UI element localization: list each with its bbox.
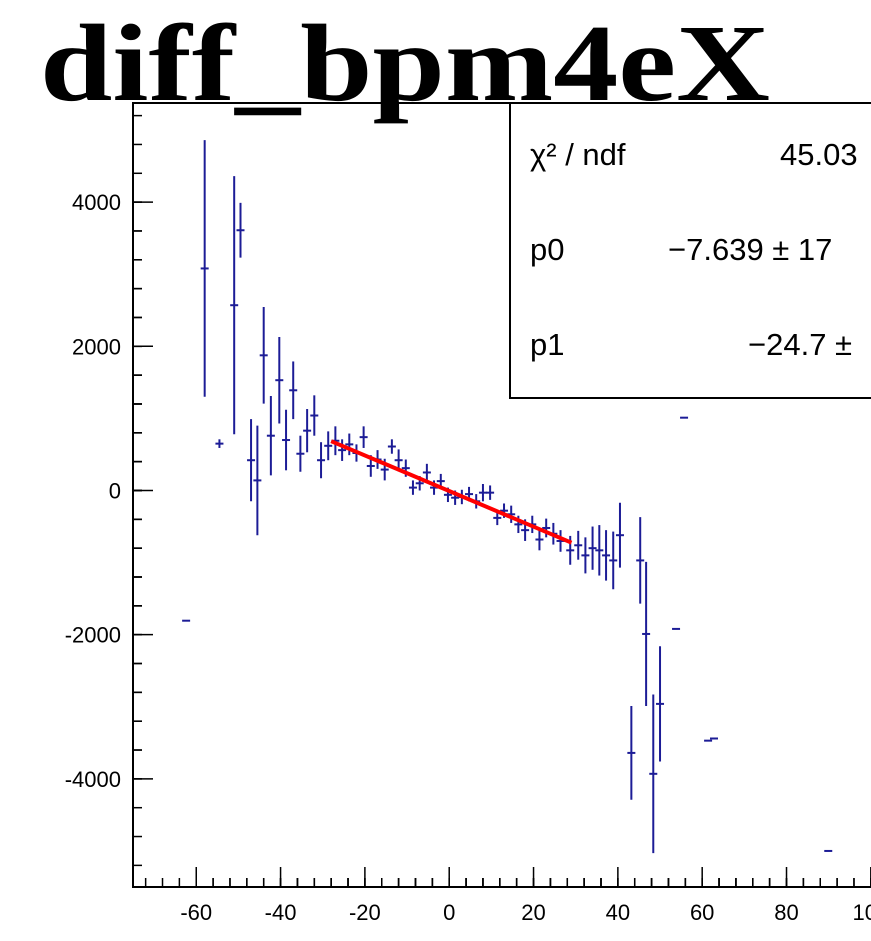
y-tick-label: -2000 [65,623,121,648]
chart-title: diff_bpm4eX [40,2,770,124]
x-tick-label: 80 [774,900,798,925]
x-tick-label: 60 [690,900,714,925]
x-tick-label: 0 [443,900,455,925]
stats-box [509,102,871,399]
x-tick-label: -60 [180,900,212,925]
stats-value: −7.639 ± 17 [668,232,832,267]
y-tick-label: 0 [109,478,121,503]
stats-label: p1 [530,327,564,362]
stats-value: 45.03 [780,137,858,172]
stats-label: χ² / ndf [530,137,626,172]
x-tick-label: -40 [265,900,297,925]
stats-value: −24.7 ± [748,327,852,362]
y-tick-label: -4000 [65,767,121,792]
x-tick-label: -20 [349,900,381,925]
fit-line [330,439,573,545]
y-tick-label: 2000 [72,334,121,359]
y-tick-label: 4000 [72,190,121,215]
x-tick-label: 20 [521,900,545,925]
stats-label: p0 [530,232,564,267]
x-tick-label: 40 [606,900,630,925]
x-tick-label: 100 [852,900,871,925]
